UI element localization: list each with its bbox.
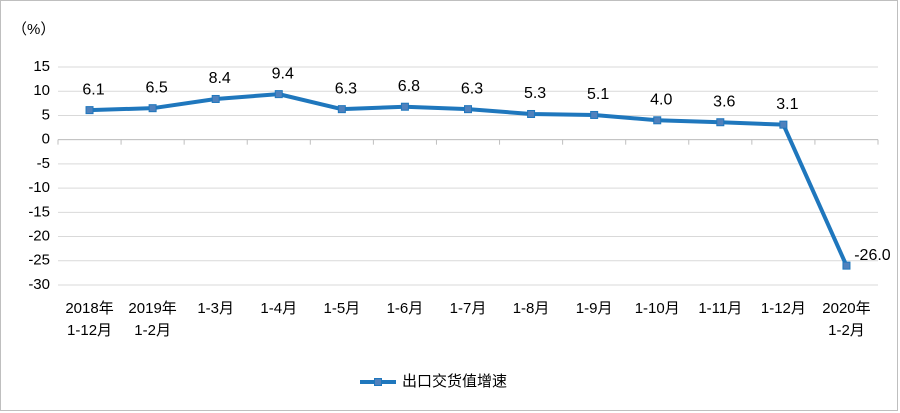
y-tick-label: 15	[33, 58, 50, 75]
marker	[842, 261, 851, 270]
y-tick-label: 0	[42, 131, 50, 148]
data-label: -26.0	[854, 247, 891, 264]
data-label: 5.3	[524, 85, 546, 102]
x-tick-label: 1-7月	[450, 300, 487, 317]
data-label: 9.4	[272, 65, 294, 82]
y-tick-label: -15	[28, 203, 50, 220]
marker	[400, 102, 409, 111]
y-tick-label: -20	[28, 228, 50, 245]
marker	[590, 110, 599, 119]
x-tick-label: 1-11月	[698, 300, 742, 317]
marker	[716, 118, 725, 127]
x-tick-label: 2019年 1-2月	[128, 300, 176, 339]
data-label: 6.8	[398, 78, 420, 95]
legend-label: 出口交货值增速	[402, 372, 507, 390]
marker	[274, 90, 283, 99]
data-label: 6.3	[335, 80, 357, 97]
data-label: 4.0	[650, 92, 672, 109]
y-tick-label: -30	[28, 276, 50, 293]
data-label: 5.1	[587, 86, 609, 103]
marker	[148, 104, 157, 113]
marker	[779, 120, 788, 129]
y-tick-label: 10	[33, 82, 50, 99]
x-tick-label: 1-12月	[761, 300, 806, 317]
data-label: 3.6	[713, 93, 735, 110]
y-tick-label: -25	[28, 252, 50, 269]
x-tick-label: 1-9月	[576, 300, 613, 317]
marker	[464, 105, 472, 114]
marker	[85, 106, 94, 115]
data-label: 6.3	[461, 80, 483, 97]
data-label: 6.1	[82, 81, 104, 98]
x-tick-label: 1-10月	[635, 300, 680, 317]
x-tick-label: 1-6月	[387, 300, 424, 317]
y-tick-label: -10	[28, 179, 50, 196]
data-label: 8.4	[209, 70, 231, 87]
data-label: 3.1	[776, 96, 798, 113]
marker	[653, 116, 662, 125]
y-tick-label: 5	[42, 106, 50, 123]
legend-marker	[374, 378, 382, 386]
marker	[211, 94, 220, 103]
y-tick-label: -5	[37, 155, 50, 172]
x-tick-label: 1-8月	[513, 300, 550, 317]
x-tick-label: 1-5月	[324, 300, 361, 317]
x-tick-label: 2020年 1-2月	[822, 300, 870, 339]
marker	[337, 105, 346, 114]
marker	[527, 109, 536, 118]
x-tick-label: 1-4月	[260, 300, 297, 317]
x-tick-label: 1-3月	[197, 300, 234, 317]
data-label: 6.5	[145, 79, 167, 96]
x-tick-label: 2018年 1-12月	[65, 300, 113, 339]
y-axis-label: （%）	[12, 21, 55, 38]
